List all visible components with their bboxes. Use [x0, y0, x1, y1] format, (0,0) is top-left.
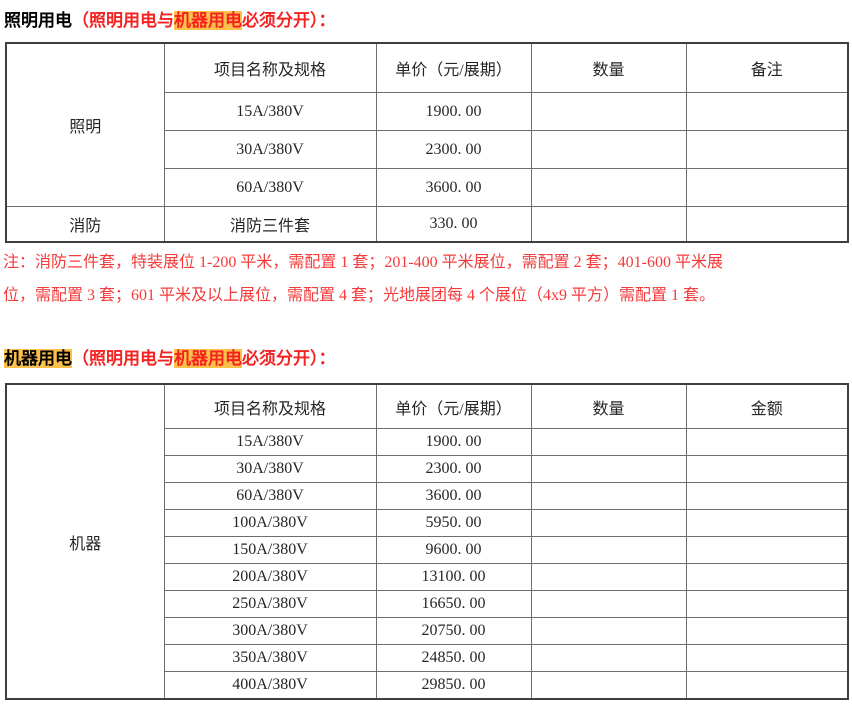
table-row: 15A/380V 1900. 00 — [6, 92, 849, 131]
amount-cell-empty — [685, 536, 849, 564]
table-row: 200A/380V 13100. 00 — [6, 563, 849, 591]
amount-cell-empty — [685, 482, 849, 510]
item-name-cell: 15A/380V — [163, 428, 377, 456]
quantity-cell-empty — [530, 590, 687, 618]
lighting-power-table: 照明 项目名称及规格 单价（元/展期） 数量 备注 15A/380V 1900.… — [5, 42, 849, 243]
quantity-cell-empty — [530, 428, 687, 456]
lighting-title-paren-pre: （照明用电与 — [72, 11, 174, 30]
group-cell-lighting: 照明 — [5, 42, 165, 207]
amount-cell-empty — [685, 509, 849, 537]
remarks-cell-empty — [685, 168, 849, 207]
amount-cell-empty — [685, 455, 849, 483]
table-row: 消防 消防三件套 330. 00 — [5, 206, 849, 243]
table-row: 350A/380V 24850. 00 — [6, 644, 849, 672]
lighting-title-highlighted: 机器用电 — [174, 11, 242, 30]
item-name-cell: 200A/380V — [163, 563, 377, 591]
remarks-cell-empty — [685, 206, 849, 243]
column-header-quantity: 数量 — [530, 383, 687, 429]
amount-cell-empty — [685, 671, 849, 700]
column-header-item: 项目名称及规格 — [163, 42, 377, 93]
lighting-title-main: 照明用电 — [4, 11, 72, 30]
column-header-remarks: 备注 — [685, 42, 849, 93]
item-name-cell: 100A/380V — [163, 509, 377, 537]
item-name-cell: 30A/380V — [163, 455, 377, 483]
quantity-cell-empty — [530, 482, 687, 510]
item-name-cell: 350A/380V — [163, 644, 377, 672]
machine-section-title: 机器用电（照明用电与机器用电必须分开）： — [4, 344, 336, 369]
table-row: 60A/380V 3600. 00 — [6, 168, 849, 207]
item-name-cell: 400A/380V — [163, 671, 377, 700]
table-row: 400A/380V 29850. 00 — [6, 671, 849, 700]
remarks-cell-empty — [685, 130, 849, 169]
table-header-row: 机器 项目名称及规格 单价（元/展期） 数量 金额 — [5, 383, 849, 700]
quantity-cell-empty — [530, 563, 687, 591]
group-cell-machine: 机器 — [5, 383, 165, 700]
machine-title-main: 机器用电 — [4, 349, 72, 368]
item-name-cell: 250A/380V — [163, 590, 377, 618]
quantity-cell-empty — [530, 536, 687, 564]
item-name-cell: 300A/380V — [163, 617, 377, 645]
price-cell: 330. 00 — [375, 206, 532, 243]
quantity-cell-empty — [530, 455, 687, 483]
item-name-cell: 60A/380V — [163, 482, 377, 510]
item-name-cell: 消防三件套 — [163, 206, 377, 243]
quantity-cell-empty — [530, 671, 687, 700]
price-cell: 2300. 00 — [375, 455, 532, 483]
table-row: 250A/380V 16650. 00 — [6, 590, 849, 618]
price-cell: 20750. 00 — [375, 617, 532, 645]
amount-cell-empty — [685, 644, 849, 672]
quantity-cell-empty — [530, 644, 687, 672]
price-cell: 29850. 00 — [375, 671, 532, 700]
item-name-cell: 30A/380V — [163, 130, 377, 169]
price-cell: 3600. 00 — [375, 168, 532, 207]
quantity-cell-empty — [530, 206, 687, 243]
quantity-cell-empty — [530, 130, 687, 169]
amount-cell-empty — [685, 563, 849, 591]
quantity-cell-empty — [530, 92, 687, 131]
amount-cell-empty — [685, 617, 849, 645]
machine-title-paren-pre: （照明用电与 — [72, 349, 174, 368]
quantity-cell-empty — [530, 617, 687, 645]
item-name-cell: 15A/380V — [163, 92, 377, 131]
note-line-2: 位，需配置 3 套；601 平米及以上展位，需配置 4 套；光地展团每 4 个展… — [3, 287, 716, 304]
price-cell: 13100. 00 — [375, 563, 532, 591]
table-row: 60A/380V 3600. 00 — [6, 482, 849, 510]
table-row: 150A/380V 9600. 00 — [6, 536, 849, 564]
column-header-unit-price: 单价（元/展期） — [375, 42, 532, 93]
table-row: 15A/380V 1900. 00 — [6, 428, 849, 456]
machine-title-highlighted: 机器用电 — [174, 349, 242, 368]
column-header-unit-price: 单价（元/展期） — [375, 383, 532, 429]
remarks-cell-empty — [685, 92, 849, 131]
item-name-cell: 150A/380V — [163, 536, 377, 564]
column-header-quantity: 数量 — [530, 42, 687, 93]
machine-power-table: 机器 项目名称及规格 单价（元/展期） 数量 金额 15A/380V 1900.… — [5, 383, 849, 700]
price-cell: 2300. 00 — [375, 130, 532, 169]
column-header-amount: 金额 — [685, 383, 849, 429]
quantity-cell-empty — [530, 168, 687, 207]
fire-kit-note: 注：消防三件套，特装展位 1-200 平米，需配置 1 套；201-400 平米… — [3, 246, 852, 312]
price-cell: 9600. 00 — [375, 536, 532, 564]
amount-cell-empty — [685, 428, 849, 456]
column-header-item: 项目名称及规格 — [163, 383, 377, 429]
price-cell: 5950. 00 — [375, 509, 532, 537]
quantity-cell-empty — [530, 509, 687, 537]
price-cell: 16650. 00 — [375, 590, 532, 618]
machine-title-paren-post: 必须分开）： — [242, 349, 336, 368]
amount-cell-empty — [685, 590, 849, 618]
group-cell-fire: 消防 — [5, 206, 165, 243]
lighting-title-paren-post: 必须分开）： — [242, 11, 336, 30]
item-name-cell: 60A/380V — [163, 168, 377, 207]
table-row: 100A/380V 5950. 00 — [6, 509, 849, 537]
table-header-row: 照明 项目名称及规格 单价（元/展期） 数量 备注 — [5, 42, 849, 207]
price-cell: 1900. 00 — [375, 92, 532, 131]
price-cell: 3600. 00 — [375, 482, 532, 510]
price-cell: 1900. 00 — [375, 428, 532, 456]
note-line-1: 注：消防三件套，特装展位 1-200 平米，需配置 1 套；201-400 平米… — [3, 254, 723, 271]
lighting-section-title: 照明用电（照明用电与机器用电必须分开）： — [4, 6, 336, 31]
price-cell: 24850. 00 — [375, 644, 532, 672]
